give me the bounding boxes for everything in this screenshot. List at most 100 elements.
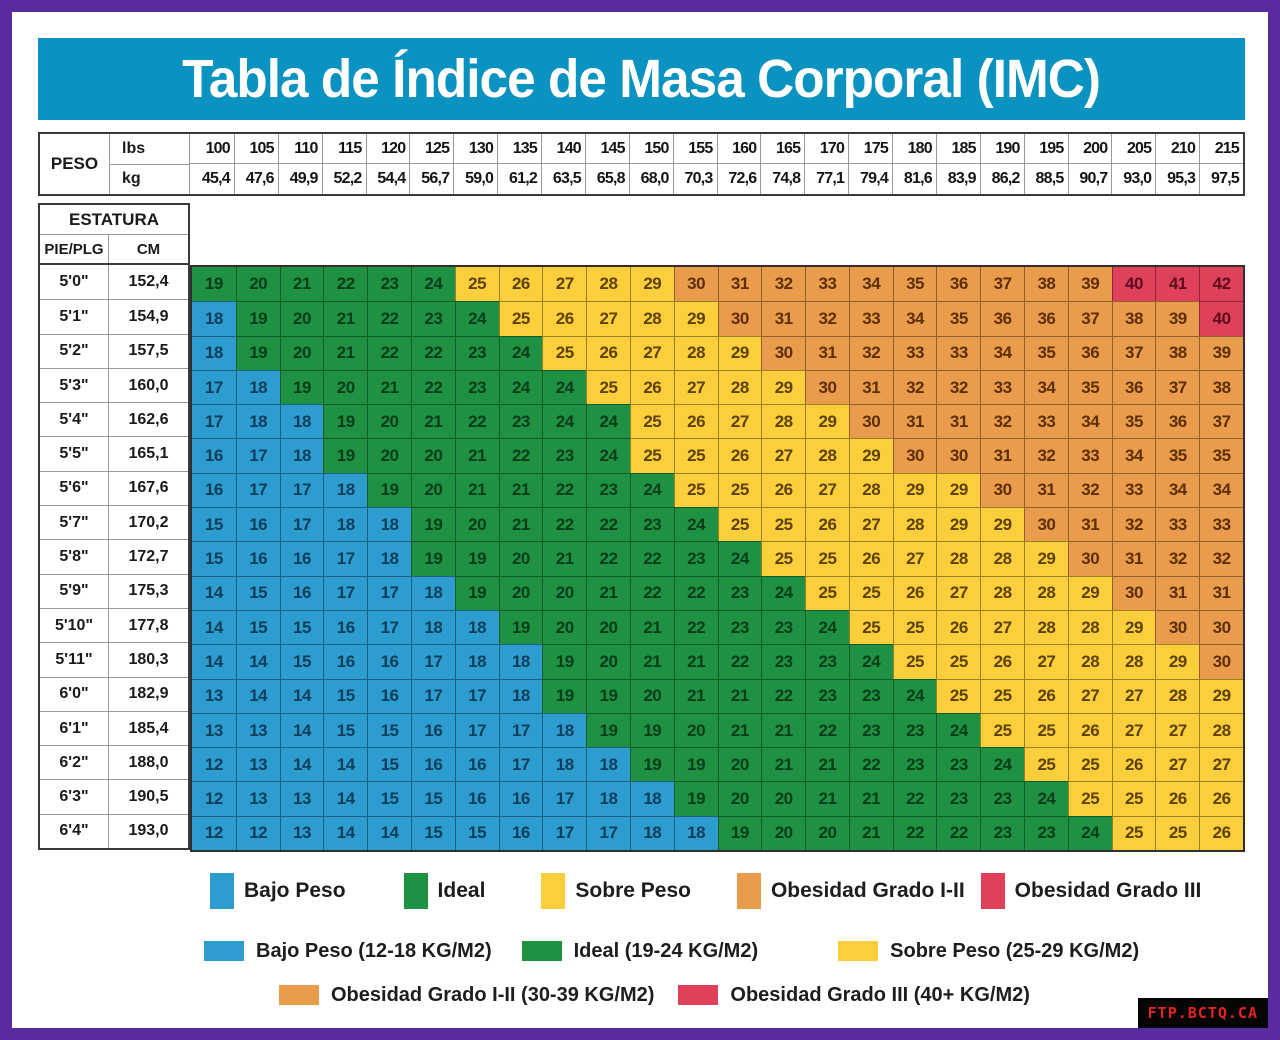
bmi-cell: 16 xyxy=(323,609,368,645)
bmi-cell: 22 xyxy=(629,541,674,576)
bmi-cell: 20 xyxy=(498,575,543,610)
bmi-cell: 25 xyxy=(980,712,1025,748)
bmi-cell: 19 xyxy=(629,712,674,748)
bmi-cell: 34 xyxy=(980,335,1025,370)
bmi-cell: 14 xyxy=(279,678,324,713)
bmi-cell: 35 xyxy=(936,301,981,336)
bmi-cell: 21 xyxy=(323,335,368,370)
weight-lbs-value: 165 xyxy=(760,134,805,164)
bmi-cell: 17 xyxy=(235,438,280,473)
bmi-cell: 28 xyxy=(980,541,1025,576)
bmi-cell: 42 xyxy=(1199,267,1243,302)
bmi-cell: 18 xyxy=(235,404,280,439)
bmi-cell: 33 xyxy=(892,335,937,370)
bmi-cell: 23 xyxy=(936,747,981,782)
bmi-cell: 24 xyxy=(892,678,937,713)
bmi-cell: 28 xyxy=(1111,644,1156,679)
bmi-cell: 17 xyxy=(323,575,368,610)
bmi-cell: 20 xyxy=(279,335,324,370)
bmi-cell: 17 xyxy=(279,472,324,508)
bmi-cell: 31 xyxy=(1067,507,1112,542)
weight-lbs-value: 185 xyxy=(935,134,980,164)
bmi-cell: 21 xyxy=(586,575,630,610)
unit-feet-label: PIE/PLG xyxy=(40,235,109,263)
bmi-cell: 20 xyxy=(323,369,368,405)
bmi-cell: 20 xyxy=(279,301,324,336)
bmi-cell: 26 xyxy=(1067,712,1112,748)
bmi-cell: 26 xyxy=(1199,815,1243,851)
bmi-cell: 29 xyxy=(936,507,981,542)
bmi-cell: 30 xyxy=(1199,609,1243,645)
bmi-cell: 21 xyxy=(805,781,849,816)
bmi-cell: 37 xyxy=(980,267,1025,302)
bmi-cell: 35 xyxy=(1067,369,1112,405)
bmi-cell: 15 xyxy=(192,507,236,542)
bmi-cell: 29 xyxy=(1199,678,1243,713)
height-ft-value: 5'6" xyxy=(40,471,109,506)
height-row: 6'4" 193,0 xyxy=(40,813,188,849)
bmi-cell: 24 xyxy=(410,267,455,302)
bmi-cell: 13 xyxy=(279,781,324,816)
legend-swatch xyxy=(204,941,244,962)
bmi-cell: 32 xyxy=(761,267,806,302)
bmi-cell: 24 xyxy=(629,472,674,508)
bmi-cell: 28 xyxy=(673,335,718,370)
bmi-cell: 16 xyxy=(410,747,455,782)
bmi-cell: 18 xyxy=(498,644,543,679)
bmi-cell: 26 xyxy=(1199,781,1243,816)
bmi-cell: 29 xyxy=(717,335,762,370)
bmi-cell: 21 xyxy=(498,472,543,508)
height-ft-value: 5'5" xyxy=(40,437,109,471)
bmi-cell: 35 xyxy=(1199,438,1243,473)
bmi-cell: 32 xyxy=(848,335,893,370)
weight-header-table: PESO lbs kg 100 105 110 115 120 125 130 135 140 1… xyxy=(38,132,1245,196)
bmi-cell: 25 xyxy=(805,575,849,610)
weight-lbs-value: 190 xyxy=(979,134,1024,164)
bmi-cell: 15 xyxy=(410,781,455,816)
bmi-cell: 19 xyxy=(323,404,368,439)
bmi-cell: 27 xyxy=(936,575,981,610)
bmi-cell: 22 xyxy=(892,781,937,816)
bmi-cell: 25 xyxy=(1111,815,1156,851)
bmi-cell: 26 xyxy=(805,507,849,542)
bmi-cell: 23 xyxy=(410,301,455,336)
height-cm-value: 152,4 xyxy=(128,273,169,291)
bmi-cell: 23 xyxy=(629,507,674,542)
bmi-cell: 15 xyxy=(323,678,368,713)
bmi-cell: 20 xyxy=(498,541,543,576)
legend-detailed: Bajo Peso (12-18 KG/M2) Ideal (19-24 KG/M… xyxy=(38,936,1245,1010)
bmi-cell: 14 xyxy=(192,609,236,645)
bmi-cell: 21 xyxy=(498,507,543,542)
bmi-cell: 13 xyxy=(192,712,236,748)
bmi-cell: 28 xyxy=(717,369,762,405)
bmi-cell: 22 xyxy=(673,575,718,610)
bmi-cell: 31 xyxy=(936,404,981,439)
height-group-label: ESTATURA xyxy=(40,205,188,235)
weight-lbs-value: 110 xyxy=(277,134,322,164)
bmi-cell: 38 xyxy=(1155,335,1200,370)
legend-swatch xyxy=(210,873,234,910)
bmi-cell: 21 xyxy=(410,404,455,439)
bmi-cell: 32 xyxy=(1067,472,1112,508)
height-row: 5'6" 167,6 xyxy=(40,470,188,506)
bmi-cell: 14 xyxy=(323,815,368,851)
bmi-cell: 20 xyxy=(673,712,718,748)
bmi-cell: 15 xyxy=(410,815,455,851)
bmi-cell: 23 xyxy=(367,267,411,302)
bmi-cell: 18 xyxy=(542,747,587,782)
bmi-cell: 26 xyxy=(629,369,674,405)
bmi-cell: 41 xyxy=(1155,267,1200,302)
bmi-cell: 19 xyxy=(279,369,324,405)
weight-kg-value: 52,2 xyxy=(321,164,366,194)
bmi-cell: 28 xyxy=(629,301,674,336)
legend-detail-item: Sobre Peso (25-29 KG/M2) xyxy=(838,940,1139,963)
bmi-cell: 25 xyxy=(673,472,718,508)
bmi-cell: 19 xyxy=(454,575,499,610)
bmi-cell: 16 xyxy=(454,747,499,782)
bmi-cell: 21 xyxy=(673,678,718,713)
bmi-cell: 21 xyxy=(629,644,674,679)
bmi-cell: 23 xyxy=(586,472,630,508)
bmi-cell: 31 xyxy=(717,267,762,302)
weight-kg-value: 70,3 xyxy=(672,164,717,194)
bmi-cell: 19 xyxy=(235,335,280,370)
